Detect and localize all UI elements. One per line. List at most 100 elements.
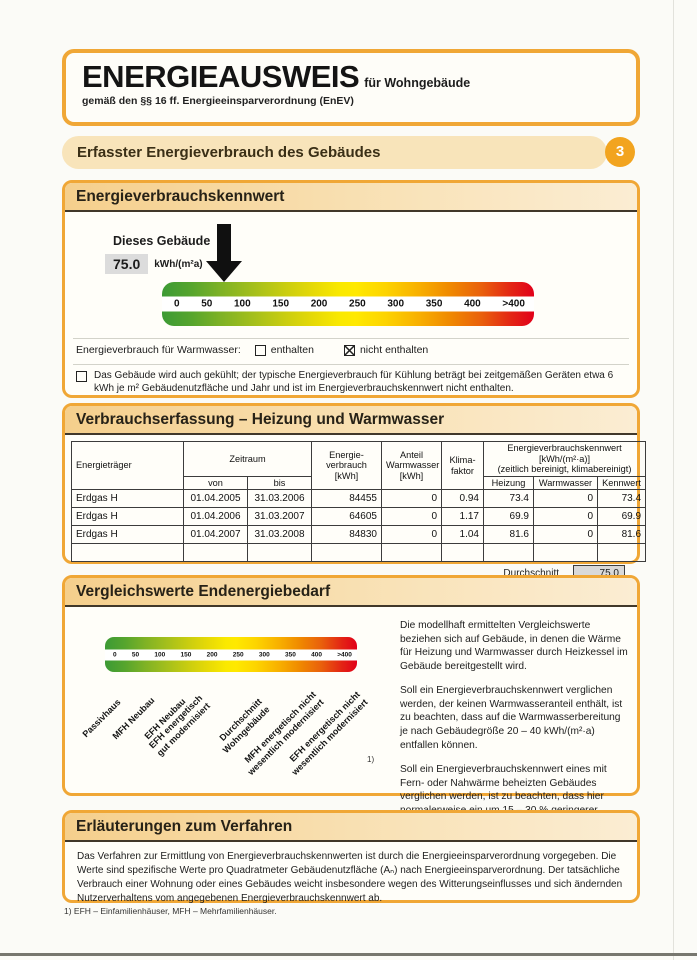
tick: 0 [174,298,180,310]
cell-bis: 31.03.2008 [247,525,312,545]
paragraph: Soll ein Energieverbrauchskennwert vergl… [400,685,623,751]
cooling-note-text: Das Gebäude wird auch gekühlt; der typis… [94,370,614,394]
col-energietraeger: Energieträger [71,440,184,491]
this-building-label: Dieses Gebäude [113,234,211,248]
tick: 350 [285,651,296,658]
cell-heizung: 81.6 [483,525,534,545]
col-kennwert: Kennwert [596,475,647,491]
cell-verbrauch: 84830 [311,525,382,545]
section-heading: Erläuterungen zum Verfahren [65,813,637,842]
section-heading: Energieverbrauchskennwert [65,183,637,212]
tick: 250 [232,651,244,658]
cell-traeger: Erdgas H [71,507,184,527]
page-number-badge: 3 [605,137,635,167]
tick: 250 [349,298,366,310]
cell-traeger: Erdgas H [71,525,184,545]
section-heading: Verbrauchserfassung – Heizung und Warmwa… [65,406,637,435]
table-row: Erdgas H 01.04.2006 31.03.2007 64605 0 1… [71,507,647,527]
tick: >400 [337,651,352,658]
cell-traeger: Erdgas H [71,489,184,509]
document-title: ENERGIEAUSWEIS [82,59,360,94]
cell-warmwasser: 0 [533,525,598,545]
tick: 200 [206,651,218,658]
tick: 100 [234,298,251,310]
tick: 50 [131,651,140,658]
section-heading: Vergleichswerte Endenergiebedarf [65,578,637,607]
tick: 400 [311,651,322,658]
tick: 300 [387,298,405,310]
banner-label: Erfasster Energieverbrauch des Gebäudes [62,136,607,169]
cell-bis: 31.03.2006 [247,489,312,509]
col-klimafaktor: Klima- faktor [441,440,484,491]
comparison-labels: Passivhaus MFH Neubau EFH Neubau EFH ene… [65,675,410,782]
tick: 150 [272,298,290,310]
checkbox-enthalten[interactable] [254,344,266,356]
warmwasser-row: Energieverbrauch für Warmwasser: enthalt… [76,344,428,356]
section-verbrauchserfassung: Verbrauchserfassung – Heizung und Warmwa… [62,403,647,583]
cell-von: 01.04.2007 [183,525,248,545]
consumption-table-wrap: Energieträger Zeitraum Energie- verbrauc… [65,435,647,583]
col-kennwert-gruppe: Energieverbrauchskennwert [kWh/(m²·a)] (… [482,441,647,477]
section-erlaeuterungen: Erläuterungen zum Verfahren Das Verfahre… [62,810,640,904]
value-arrow-shaft [217,224,231,261]
tick: 150 [180,651,192,658]
col-von: von [183,475,248,491]
scan-bottom-edge [0,953,697,956]
comparison-scale-bar: 0 50 100 150 200 250 300 350 400 >400 [105,637,357,672]
kennwert-value: 75.0 [105,254,149,274]
cell-anteil: 0 [381,489,442,509]
consumption-table: Energieträger Zeitraum Energie- verbrauc… [71,440,647,563]
tick: >400 [502,298,525,310]
col-warmwasser: Warmwasser [533,475,598,491]
cell-anteil: 0 [381,525,442,545]
tick: 50 [201,298,213,310]
col-bis: bis [247,475,312,491]
cell-heizung: 73.4 [483,489,534,509]
divider [73,364,629,365]
table-row: Erdgas H 01.04.2005 31.03.2006 84455 0 0… [71,489,647,509]
erlaeuterung-text: Das Verfahren zur Ermittlung von Energie… [77,851,623,904]
tick: 300 [258,651,270,658]
divider [73,338,629,339]
tick: 200 [310,298,328,310]
checkbox-nicht-enthalten-label: nicht enthalten [359,344,429,356]
building-value-row: 75.0 kWh/(m²a) [105,254,203,274]
table-row: Erdgas H 01.04.2007 31.03.2008 84830 0 1… [71,525,647,545]
cell-verbrauch: 84455 [311,489,382,509]
cell-anteil: 0 [381,507,442,527]
section-energieverbrauchskennwert: Energieverbrauchskennwert Dieses Gebäude… [62,180,640,398]
page-edge-shadow [673,0,674,960]
table-row-empty [71,543,647,563]
tick: 100 [154,651,166,658]
tick: 0 [113,651,117,658]
cell-heizung: 69.9 [483,507,534,527]
checkbox-nicht-enthalten[interactable] [343,344,355,356]
cooling-note-row: Das Gebäude wird auch gekühlt; der typis… [76,369,628,395]
kennwert-unit: kWh/(m²a) [154,258,203,270]
average-label: Durchschnitt [503,568,559,580]
col-energieverbrauch: Energie- verbrauch [kWh] [311,440,382,491]
energy-scale-ticks: 0 50 100 150 200 250 300 350 400 >400 [162,296,534,312]
value-arrow-icon [206,261,242,282]
document-subtitle: gemäß den §§ 16 ff. Energieeinsparverord… [82,95,354,107]
energy-scale-bar: 0 50 100 150 200 250 300 350 400 >400 [162,282,534,326]
section-vergleichswerte: Vergleichswerte Endenergiebedarf 0 50 10… [62,575,640,843]
footnote-marker: 1) [367,755,375,764]
document-title-suffix: für Wohngebäude [364,76,471,90]
cell-klima: 1.17 [441,507,484,527]
checkbox-cooling[interactable] [76,371,87,382]
comparison-scale-ticks: 0 50 100 150 200 250 300 350 400 >400 [105,649,357,660]
tick: 350 [425,298,443,310]
col-anteil-warmwasser: Anteil Warmwasser [kWh] [381,440,442,491]
cell-verbrauch: 64605 [311,507,382,527]
col-zeitraum: Zeitraum [183,441,312,477]
title-box: ENERGIEAUSWEIS für Wohngebäude gemäß den … [62,49,640,126]
cell-klima: 1.04 [441,525,484,545]
cell-warmwasser: 0 [533,489,598,509]
section-banner: Erfasster Energieverbrauch des Gebäudes … [62,136,640,169]
page-footnote: 1) EFH – Einfamilienhäuser, MFH – Mehrfa… [64,906,277,916]
cell-klima: 0.94 [441,489,484,509]
cell-kennwert: 73.4 [596,489,647,509]
cell-kennwert: 81.6 [596,525,647,545]
tick: 400 [464,298,481,310]
